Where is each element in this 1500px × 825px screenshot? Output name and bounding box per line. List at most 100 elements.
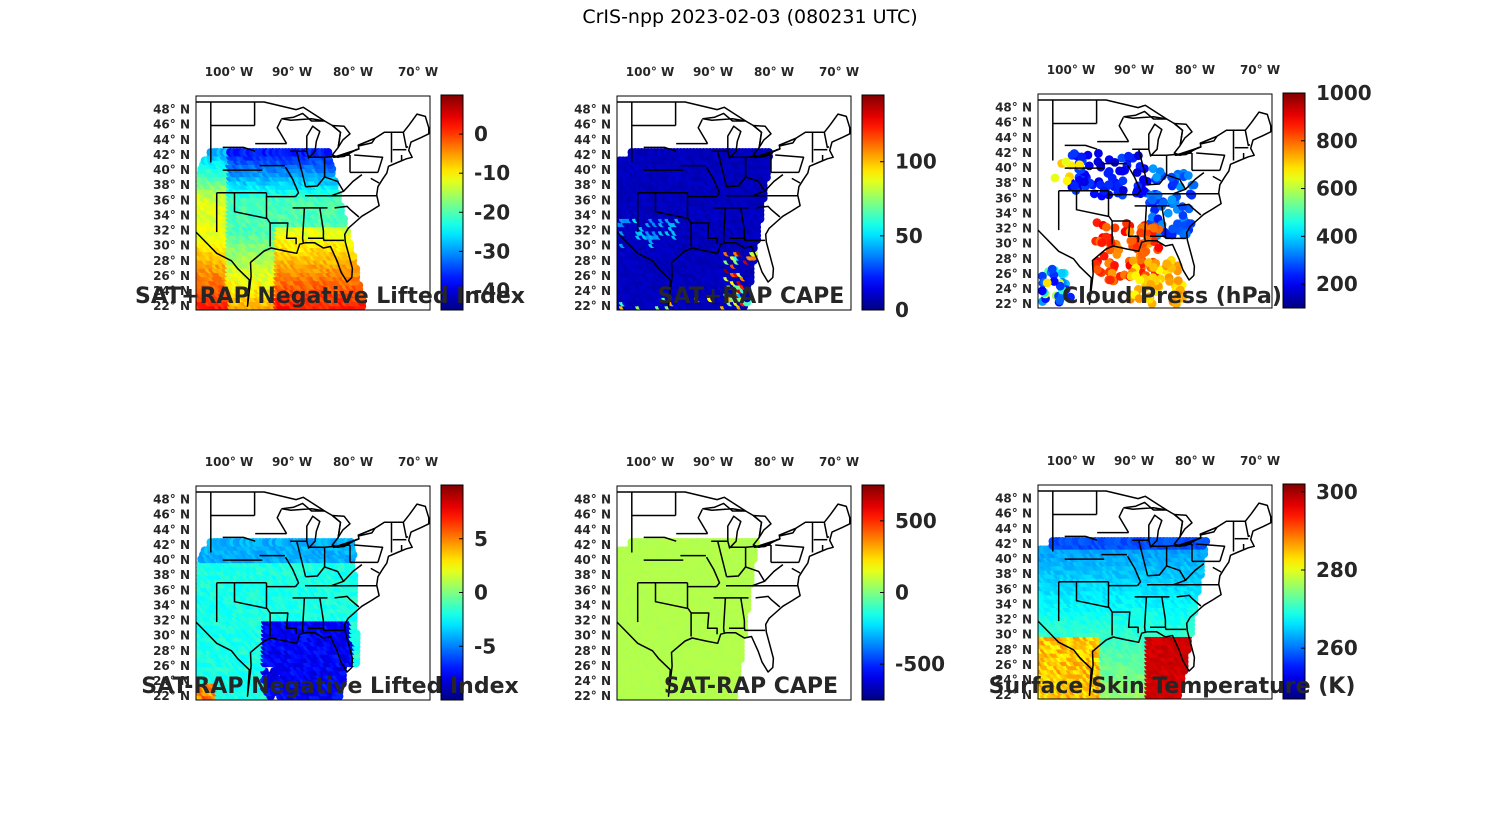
map-plot: 100° W 90° W 80° W 70° W48° N46° N44° N42° … <box>995 63 1372 311</box>
longitude-label: 90° W <box>693 65 733 79</box>
data-footprint <box>323 148 333 157</box>
cloud-footprint <box>1099 251 1109 261</box>
data-layer <box>196 148 367 310</box>
cloud-footprint <box>1148 164 1158 174</box>
latitude-label: 30° N <box>995 237 1032 251</box>
colorbar <box>861 94 885 311</box>
cloud-footprint <box>1145 294 1154 304</box>
state-border <box>755 205 781 218</box>
state-border <box>654 192 689 220</box>
map-plot: 100° W 90° W 80° W 70° W48° N46° N44° N42° … <box>153 455 496 703</box>
map-frame <box>616 95 852 311</box>
cloud-footprint <box>1132 168 1142 177</box>
latitude-label: 22° N <box>153 299 190 313</box>
state-border <box>1137 149 1149 185</box>
longitude-label: 100° W <box>205 65 253 79</box>
state-border <box>705 166 721 198</box>
state-border <box>342 174 363 192</box>
longitude-label: 100° W <box>1047 63 1095 77</box>
state-border <box>1166 152 1193 157</box>
state-border <box>697 119 709 144</box>
lake-outline <box>1173 122 1193 147</box>
latitude-label: 40° N <box>574 163 611 177</box>
cloud-footprint <box>1173 276 1183 285</box>
cloud-footprint <box>1127 236 1137 245</box>
latitude-label: 32° N <box>574 224 611 238</box>
state-border <box>402 132 409 149</box>
latitude-label: 40° N <box>153 163 190 177</box>
cloud-footprint <box>1178 202 1187 212</box>
cloud-footprint <box>1055 296 1065 305</box>
state-border <box>270 222 297 245</box>
latitude-label: 32° N <box>995 222 1032 236</box>
cloud-footprint <box>1167 195 1177 205</box>
cloud-footprint <box>1105 275 1115 285</box>
cloud-footprint <box>1137 250 1147 259</box>
state-border <box>1108 216 1113 245</box>
lake-outline <box>357 137 376 147</box>
map-plot: 100° W 90° W 80° W 70° W48° N46° N44° N42° … <box>153 65 510 313</box>
latitude-label: 44° N <box>574 133 611 147</box>
colorbar-tick-label: 0 <box>895 298 909 322</box>
state-border <box>1064 144 1098 150</box>
cloud-footprint <box>1047 264 1057 274</box>
state-border <box>1112 220 1139 243</box>
cloud-footprint <box>1089 189 1099 199</box>
cloud-footprint <box>1152 172 1161 182</box>
lake-outline <box>753 148 781 159</box>
coastlines-and-borders <box>617 101 851 307</box>
state-border <box>1212 175 1222 182</box>
cloud-footprint <box>1107 173 1117 183</box>
cloud-footprint <box>1075 160 1084 170</box>
latitude-label: 42° N <box>995 146 1032 160</box>
cloud-footprint <box>1050 173 1060 183</box>
lake-outline <box>1123 110 1168 120</box>
lake-outline <box>1148 123 1163 157</box>
latitude-label: 48° N <box>995 101 1032 115</box>
state-border <box>222 146 256 152</box>
coastlines-and-borders <box>196 101 430 307</box>
cloud-footprint <box>1125 227 1135 237</box>
latitude-label: 28° N <box>153 254 190 268</box>
cloud-footprint <box>1149 262 1158 272</box>
cloud-footprint <box>1110 261 1119 270</box>
longitude-label: 90° W <box>1114 63 1154 77</box>
figure-title: CrIS-npp 2023-02-03 (080231 UTC) <box>582 6 918 28</box>
cloud-footprint <box>1165 277 1174 286</box>
state-border <box>716 151 728 187</box>
colorbar-tick-label: 400 <box>1316 224 1358 248</box>
cloud-footprint <box>1146 280 1155 289</box>
lake-outline <box>1174 146 1202 157</box>
cloud-footprint <box>1134 294 1144 303</box>
map-frame <box>195 95 431 311</box>
latitude-label: 46° N <box>153 118 190 132</box>
state-border <box>233 192 268 220</box>
panel-sat-minus-rap-lifted-index: 100° W 90° W 80° W 70° W 48° N 46° N 44° N 42° … <box>141 450 595 730</box>
cloud-footprint <box>1147 195 1157 205</box>
latitude-label: 36° N <box>995 191 1032 205</box>
cloud-footprint <box>1172 299 1181 308</box>
state-border <box>295 151 307 187</box>
cloud-footprint <box>1094 149 1103 158</box>
cloud-footprint <box>1062 176 1072 186</box>
cloud-footprint <box>1070 181 1079 191</box>
latitude-label: 38° N <box>153 178 190 192</box>
colorbar-tick-label: 1000 <box>1316 81 1372 105</box>
state-border <box>643 146 677 152</box>
cloud-footprint <box>1189 180 1199 190</box>
colorbar-tick-label: 100 <box>895 150 937 174</box>
state-border <box>1164 236 1187 240</box>
panel-sat-rap-plus-cape: 100° W 90° W 80° W 70° W 48° N 46° N 44° N 42° … <box>574 60 1016 340</box>
cloud-footprint <box>1084 161 1094 171</box>
latitude-label: 26° N <box>995 267 1032 281</box>
state-border <box>1150 154 1168 175</box>
latitude-label: 40° N <box>995 161 1032 175</box>
coastlines-and-borders <box>1038 99 1272 305</box>
state-border <box>791 177 801 184</box>
cloud-footprint <box>1115 166 1124 176</box>
cloud-footprint <box>1179 230 1189 240</box>
state-border <box>823 132 830 149</box>
colorbar-tick-label: 50 <box>895 224 923 248</box>
latitude-label: 24° N <box>995 282 1032 296</box>
colorbar-tick-label: -20 <box>474 200 510 224</box>
